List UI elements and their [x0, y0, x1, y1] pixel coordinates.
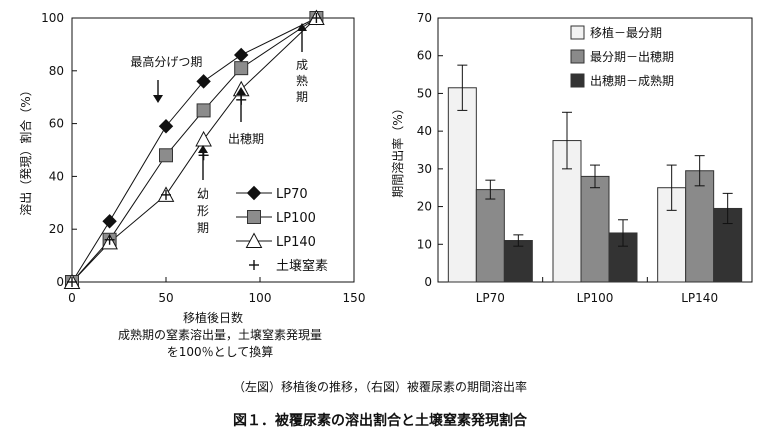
right-y-tick-label: 0	[424, 275, 432, 289]
point-triangle	[195, 130, 212, 147]
point-diamond	[158, 119, 174, 134]
legend-label: 移植－最分期	[590, 25, 662, 40]
bar	[685, 170, 715, 283]
right-y-tick-label: 30	[417, 162, 432, 176]
series-line-lp70	[71, 17, 317, 283]
right-y-tick-label: 70	[417, 11, 432, 25]
annotation-heading: 出穂期	[228, 132, 264, 146]
figure-title: 図１．被覆尿素の溶出割合と土壌窒素発現割合	[233, 413, 527, 429]
left-plot-frame	[71, 17, 355, 283]
annotation-max-tillering: 最高分げつ期	[130, 54, 202, 69]
point-diamond	[196, 74, 211, 89]
legend-swatch	[570, 49, 585, 64]
point-square	[159, 148, 173, 163]
bar	[447, 87, 477, 283]
point-plus	[311, 13, 322, 23]
legend-marker-plus	[249, 260, 259, 270]
left-x-tick-label: 150	[343, 291, 366, 305]
legend-marker-triangle	[245, 232, 263, 248]
legend-swatch	[570, 73, 585, 88]
legend-marker-diamond	[246, 185, 262, 201]
left-y-axis-label: 溶出（発現）割合（%）	[18, 84, 33, 215]
right-y-tick-label: 50	[417, 86, 432, 100]
point-plus	[161, 189, 171, 200]
left-y-tick-label: 40	[49, 169, 64, 183]
point-diamond	[233, 47, 249, 63]
left-x-tick-label: 50	[158, 291, 173, 305]
left-x-axis-label: 移植後日数	[183, 310, 243, 325]
arrowhead-heading	[236, 87, 246, 95]
left-legend: LP70 LP100 LP140 土壌窒素	[236, 185, 328, 274]
right-y-tick-label: 10	[417, 237, 432, 251]
point-plus	[67, 277, 77, 287]
right-x-tick-label: LP70	[476, 291, 505, 305]
annotation-young-panicle: 形	[197, 204, 209, 218]
arrowhead-max-tillering	[153, 95, 163, 103]
point-diamond	[102, 214, 117, 229]
arrowhead-maturity	[297, 23, 307, 31]
left-y-tick-label: 60	[49, 117, 64, 131]
right-y-tick-label: 20	[417, 200, 432, 214]
annotation-maturity: 成	[296, 58, 308, 72]
left-y-tick-label: 0	[56, 275, 64, 289]
left-x-tick-label: 100	[249, 291, 272, 305]
arrowhead-young-panicle	[198, 145, 208, 153]
annotation-young-panicle: 期	[197, 221, 209, 235]
left-y-tick-label: 20	[49, 222, 64, 236]
point-square	[234, 61, 249, 76]
figure-subcaption: （左図）移植後の推移，（右図）被覆尿素の期間溶出率	[232, 380, 527, 394]
bar	[503, 240, 533, 283]
right-y-tick-label: 40	[417, 124, 432, 138]
legend-label: 土壌窒素	[276, 258, 328, 274]
right-bar-chart: 0 10 20 30 40 50 60 70 LP70 LP100 LP140 移植－最分期最分期－…	[390, 11, 753, 305]
legend-label: LP100	[276, 211, 316, 226]
right-y-axis-label: 期間溶出率（%）	[390, 102, 405, 197]
bar	[475, 189, 505, 283]
legend-marker-square	[247, 210, 261, 224]
left-y-tick-label: 100	[41, 11, 64, 25]
bar	[580, 175, 610, 283]
point-plus	[104, 234, 115, 245]
annotation-maturity: 熟	[296, 73, 308, 88]
legend-label: LP70	[276, 187, 308, 202]
annotation-young-panicle: 幼	[197, 187, 209, 201]
legend-label: 最分期－出穂期	[590, 50, 674, 64]
right-x-tick-label: LP140	[681, 291, 718, 305]
left-x-tick-label: 0	[68, 291, 76, 305]
note-line-2: を100％として換算	[166, 345, 274, 359]
legend-label: 出穂期－成熟期	[590, 73, 674, 88]
point-square	[196, 103, 211, 118]
annotation-maturity: 期	[296, 90, 308, 104]
legend-label: LP140	[276, 235, 316, 250]
note-line-1: 成熟期の窒素溶出量，土壌窒素発現量	[117, 328, 322, 342]
legend-swatch	[570, 25, 585, 40]
right-x-tick-label: LP100	[577, 291, 614, 305]
right-y-tick-label: 60	[417, 49, 432, 63]
left-y-tick-label: 80	[49, 64, 64, 78]
